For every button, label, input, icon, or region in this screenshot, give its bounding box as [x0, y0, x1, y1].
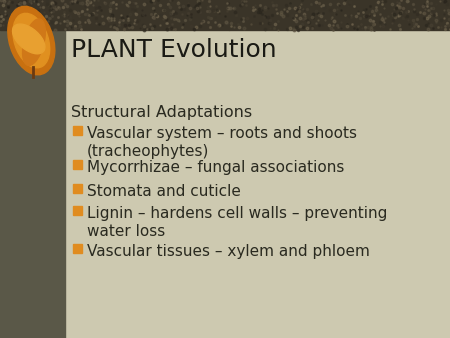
Text: PLANT Evolution: PLANT Evolution: [71, 38, 277, 62]
Text: Vascular tissues – xylem and phloem: Vascular tissues – xylem and phloem: [87, 244, 370, 259]
Ellipse shape: [22, 19, 45, 66]
Bar: [0, 0, 450, 30]
Text: Mycorrhizae – fungal associations: Mycorrhizae – fungal associations: [87, 160, 344, 175]
Ellipse shape: [13, 24, 45, 54]
Text: Lignin – hardens cell walls – preventing
water loss: Lignin – hardens cell walls – preventing…: [87, 206, 387, 239]
Bar: [73, 160, 82, 169]
Bar: [73, 206, 82, 215]
Bar: [73, 126, 82, 135]
Text: Vascular system – roots and shoots
(tracheophytes): Vascular system – roots and shoots (trac…: [87, 126, 357, 159]
Text: Stomata and cuticle: Stomata and cuticle: [87, 184, 241, 199]
Text: Structural Adaptations: Structural Adaptations: [71, 105, 252, 120]
Ellipse shape: [8, 6, 55, 75]
Bar: [73, 244, 82, 253]
Bar: [73, 184, 82, 193]
Ellipse shape: [13, 13, 50, 68]
Bar: [0, 0, 65, 338]
